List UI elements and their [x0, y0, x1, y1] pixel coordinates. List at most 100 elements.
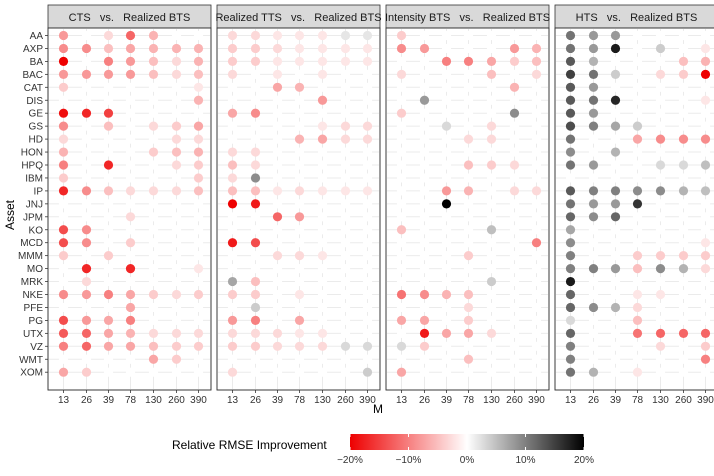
- y-tick-label: GE: [29, 109, 44, 120]
- point-HD-130: [655, 134, 666, 144]
- point-XOM-130: [317, 367, 328, 377]
- point-JPM-130: [486, 212, 497, 222]
- point-BA-26: [588, 56, 599, 66]
- point-AXP-390: [700, 43, 711, 54]
- point-UTX-130: [655, 328, 666, 338]
- point-BA-13: [227, 56, 238, 66]
- point-GS-260: [171, 121, 182, 131]
- point-MO-130: [655, 264, 666, 274]
- point-DIS-13: [565, 95, 576, 105]
- point-AA-390: [362, 30, 373, 41]
- point-CAT-390: [193, 82, 204, 92]
- point-XOM-78: [294, 367, 305, 377]
- point-NKE-78: [294, 289, 305, 300]
- point-CAT-130: [486, 82, 497, 92]
- point-IP-390: [362, 186, 373, 196]
- point-BA-26: [250, 56, 261, 66]
- point-UTX-26: [419, 328, 430, 338]
- point-AXP-26: [81, 43, 92, 54]
- point-VZ-13: [565, 341, 576, 351]
- y-tick-label: XOM: [20, 368, 43, 379]
- point-MO-390: [531, 264, 542, 274]
- point-PFE-390: [700, 302, 711, 313]
- point-VZ-26: [81, 341, 92, 351]
- point-MRK-130: [655, 276, 666, 287]
- point-IBM-260: [678, 173, 689, 183]
- point-KO-390: [193, 225, 204, 235]
- point-AA-26: [419, 30, 430, 41]
- point-JPM-260: [678, 212, 689, 222]
- point-NKE-390: [193, 289, 204, 300]
- point-UTX-390: [362, 328, 373, 338]
- point-BA-260: [340, 56, 351, 66]
- point-HON-130: [148, 147, 159, 157]
- point-VZ-390: [700, 341, 711, 351]
- point-HD-390: [362, 134, 373, 144]
- point-CAT-260: [340, 82, 351, 92]
- point-BAC-39: [441, 69, 452, 79]
- point-AXP-26: [588, 43, 599, 54]
- panel-1: CTS vs. Realized BTS 13 26 39 78 130 260 390: [47, 4, 212, 406]
- point-JNJ-39: [610, 199, 621, 209]
- point-MO-13: [565, 264, 576, 274]
- point-VZ-26: [419, 341, 430, 351]
- point-VZ-78: [632, 341, 643, 351]
- point-BA-78: [294, 56, 305, 66]
- point-UTX-390: [700, 328, 711, 338]
- point-WMT-39: [441, 354, 452, 364]
- point-UTX-39: [103, 328, 114, 338]
- point-IP-13: [396, 186, 407, 196]
- point-GS-260: [509, 121, 520, 131]
- point-GE-260: [340, 108, 351, 118]
- point-MO-39: [441, 264, 452, 274]
- point-JPM-26: [419, 212, 430, 222]
- point-MRK-390: [700, 276, 711, 287]
- point-PFE-130: [655, 302, 666, 313]
- y-tick-label: HON: [21, 148, 43, 159]
- point-BA-260: [678, 56, 689, 66]
- point-MRK-260: [509, 276, 520, 287]
- point-PG-26: [250, 315, 261, 325]
- point-NKE-390: [362, 289, 373, 300]
- x-tick-label: 13: [565, 395, 577, 406]
- point-XOM-39: [441, 367, 452, 377]
- point-PG-130: [655, 315, 666, 325]
- point-GS-78: [463, 121, 474, 131]
- point-IP-13: [565, 186, 576, 196]
- point-BA-13: [396, 56, 407, 66]
- point-AA-13: [565, 30, 576, 41]
- point-JPM-78: [463, 212, 474, 222]
- point-DIS-78: [125, 95, 136, 105]
- point-DIS-390: [362, 95, 373, 105]
- point-JPM-130: [655, 212, 666, 222]
- point-HPQ-13: [58, 160, 69, 170]
- y-tick-label: MCD: [20, 238, 43, 249]
- point-HD-260: [340, 134, 351, 144]
- point-JNJ-260: [678, 199, 689, 209]
- point-MMM-39: [441, 251, 452, 261]
- point-BAC-78: [463, 69, 474, 79]
- point-XOM-390: [531, 367, 542, 377]
- point-MMM-26: [588, 251, 599, 261]
- point-MCD-78: [294, 238, 305, 248]
- point-PG-39: [103, 315, 114, 325]
- point-WMT-39: [103, 354, 114, 364]
- point-HPQ-78: [125, 160, 136, 170]
- point-NKE-78: [125, 289, 136, 300]
- point-GE-39: [441, 108, 452, 118]
- point-DIS-260: [678, 95, 689, 105]
- point-IBM-390: [193, 173, 204, 183]
- point-AXP-39: [610, 43, 621, 54]
- point-GS-260: [678, 121, 689, 131]
- point-NKE-39: [103, 289, 114, 300]
- point-NKE-13: [58, 289, 69, 300]
- point-MMM-78: [463, 251, 474, 261]
- point-VZ-130: [486, 341, 497, 351]
- y-tick-label: JPM: [23, 212, 43, 223]
- point-KO-78: [294, 225, 305, 235]
- point-GS-26: [250, 121, 261, 131]
- point-IP-260: [171, 186, 182, 196]
- point-IBM-78: [294, 173, 305, 183]
- point-JNJ-260: [340, 199, 351, 209]
- point-VZ-78: [294, 341, 305, 351]
